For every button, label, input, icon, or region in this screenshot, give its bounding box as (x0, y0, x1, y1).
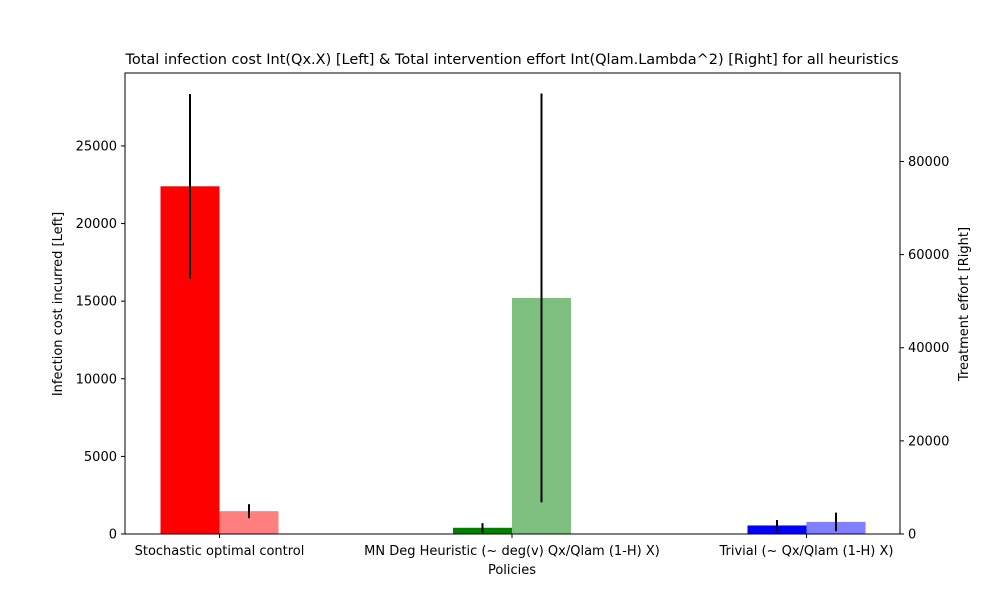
left-y-axis-label: Infection cost incurred [Left] (51, 212, 66, 396)
right-y-tick-label-1: 20000 (908, 434, 949, 449)
plot-area: 0 5000 10000 15000 20000 25000 0 20000 40000 6000… (76, 72, 949, 559)
right-y-tick-label-2: 40000 (908, 341, 949, 356)
right-y-axis-label: Treatment effort [Right] (957, 227, 972, 382)
chart-title: Total infection cost Int(Qx.X) [Left] & … (124, 52, 898, 68)
bar-right-0 (219, 511, 279, 534)
left-y-tick-label-4: 20000 (76, 217, 117, 232)
right-y-tick-label-0: 0 (908, 528, 916, 543)
x-tick-label-0: Stochastic optimal control (135, 544, 305, 559)
x-axis-label: Policies (488, 563, 536, 578)
left-y-tick-label-2: 10000 (76, 372, 117, 387)
right-y-tick-label-4: 80000 (908, 155, 949, 170)
x-tick-label-1: MN Deg Heuristic (~ deg(v) Qx/Qlam (1-H)… (364, 544, 660, 559)
left-y-tick-label-5: 25000 (76, 139, 117, 154)
left-y-tick-label-1: 5000 (84, 450, 117, 465)
right-y-tick-label-3: 60000 (908, 248, 949, 263)
x-tick-label-2: Trivial (~ Qx/Qlam (1-H) X) (718, 544, 893, 559)
left-y-tick-label-0: 0 (109, 528, 117, 543)
left-y-tick-label-3: 15000 (76, 295, 117, 310)
